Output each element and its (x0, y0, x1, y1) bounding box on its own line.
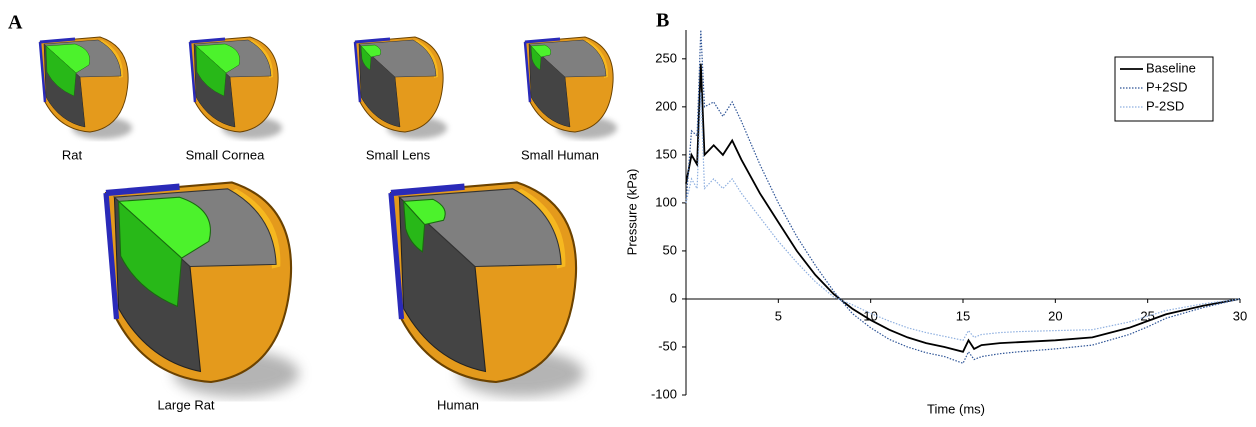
y-tick-label: 250 (655, 50, 677, 65)
legend-label: Baseline (1146, 60, 1196, 75)
eye-model (391, 183, 584, 397)
y-tick-label: 100 (655, 194, 677, 209)
model-label: Small Cornea (186, 147, 266, 162)
legend-label: P-2SD (1146, 98, 1184, 113)
x-tick-label: 15 (956, 308, 970, 323)
eye-model (106, 183, 299, 397)
y-tick-label: 150 (655, 146, 677, 161)
legend-box (1114, 56, 1214, 122)
model-label: Human (437, 397, 479, 412)
x-tick-label: 5 (775, 308, 782, 323)
model-label: Small Lens (366, 147, 431, 162)
x-axis-label: Time (ms) (927, 401, 985, 416)
eye-model (525, 37, 617, 139)
panel-label: A (8, 12, 23, 34)
eye-model (40, 37, 132, 139)
y-tick-label: 50 (663, 242, 677, 257)
panel-label: B (656, 10, 669, 32)
legend-label: P+2SD (1146, 79, 1188, 94)
model-label: Rat (62, 147, 83, 162)
x-tick-label: 10 (863, 308, 877, 323)
y-axis-label: Pressure (kPa) (624, 169, 639, 256)
model-label: Large Rat (157, 397, 214, 412)
y-tick-label: 0 (670, 290, 677, 305)
y-tick-label: 200 (655, 98, 677, 113)
y-tick-label: -100 (651, 386, 677, 401)
series-line (685, 63, 1241, 353)
eye-model (355, 37, 447, 139)
series-line (685, 92, 1241, 341)
y-tick-label: -50 (658, 338, 677, 353)
x-tick-label: 20 (1048, 308, 1062, 323)
x-tick-label: 30 (1233, 308, 1247, 323)
eye-model (190, 37, 282, 139)
model-label: Small Human (521, 147, 599, 162)
